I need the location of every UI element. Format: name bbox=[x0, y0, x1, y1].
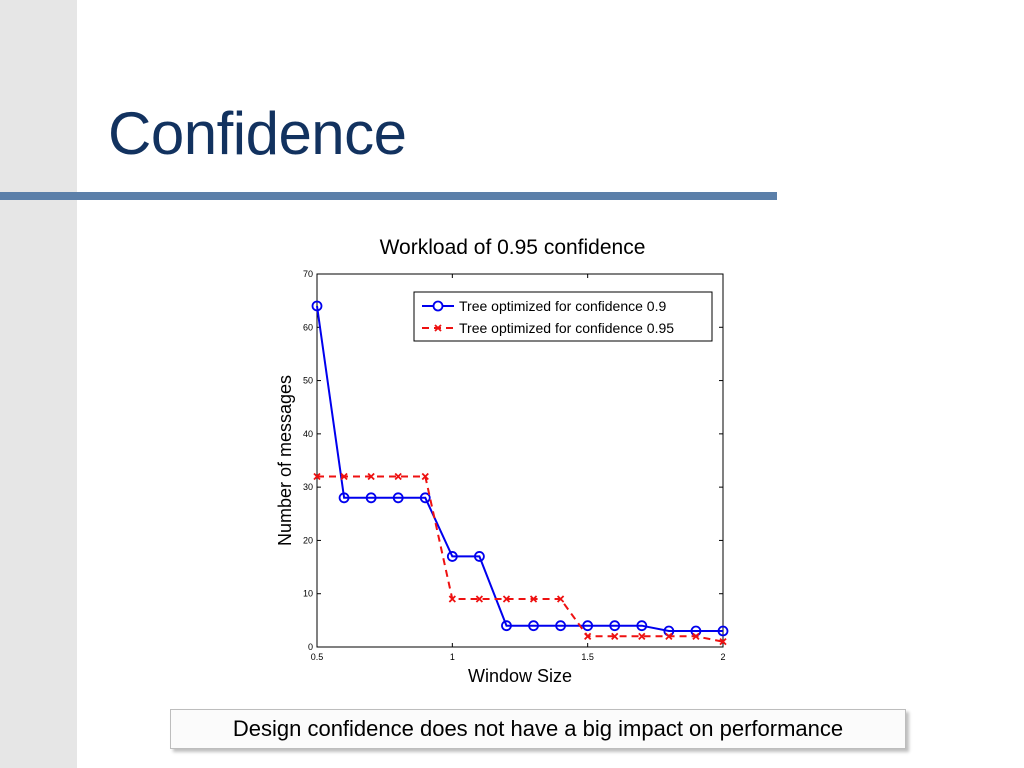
data-point-x bbox=[394, 472, 402, 481]
data-point-circle bbox=[528, 620, 539, 632]
data-point-circle bbox=[473, 551, 485, 562]
y-axis-label: Number of messages bbox=[275, 375, 295, 546]
y-tick-label: 50 bbox=[303, 376, 313, 386]
data-point-circle bbox=[501, 620, 512, 632]
data-point-x bbox=[665, 632, 673, 640]
data-point-x bbox=[313, 472, 321, 481]
data-point-circle bbox=[419, 492, 431, 504]
data-point-x bbox=[448, 595, 456, 603]
data-point-circle bbox=[555, 620, 566, 632]
data-point-x bbox=[340, 472, 348, 481]
data-point-circle bbox=[446, 551, 458, 562]
series-line-1 bbox=[316, 305, 723, 632]
data-point-x bbox=[584, 632, 592, 640]
chart-title: Workload of 0.95 confidence bbox=[379, 236, 646, 259]
data-point-circle bbox=[311, 300, 323, 312]
y-tick-label: 20 bbox=[303, 535, 313, 545]
data-point-circle bbox=[609, 620, 621, 632]
data-point-x bbox=[611, 632, 619, 640]
x-tick-label: 1 bbox=[450, 652, 455, 662]
legend-label-2: Tree optimized for confidence 0.95 bbox=[459, 320, 674, 336]
x-tick-label: 2 bbox=[720, 652, 725, 662]
legend-marker-circle bbox=[432, 300, 444, 312]
legend-box bbox=[413, 291, 713, 342]
slide-side-band bbox=[0, 0, 77, 768]
data-point-x bbox=[421, 472, 429, 481]
data-point-circle bbox=[636, 620, 648, 632]
title-underline bbox=[0, 192, 777, 200]
data-point-x bbox=[556, 595, 565, 603]
y-tick-label: 60 bbox=[303, 322, 313, 332]
data-point-circle bbox=[392, 492, 404, 504]
conclusion-callout: Design confidence does not have a big im… bbox=[170, 709, 906, 749]
y-tick-label: 40 bbox=[303, 429, 313, 439]
x-tick-label: 0.5 bbox=[311, 652, 324, 662]
data-point-circle bbox=[338, 492, 350, 504]
data-point-x bbox=[502, 595, 511, 603]
y-tick-label: 30 bbox=[303, 482, 313, 492]
data-point-x bbox=[529, 595, 538, 603]
data-point-x bbox=[638, 632, 646, 640]
data-point-x bbox=[367, 472, 375, 481]
y-tick-label: 0 bbox=[308, 642, 313, 652]
legend-marker-x bbox=[434, 324, 442, 332]
y-tick-label: 70 bbox=[303, 269, 313, 279]
data-point-x bbox=[719, 638, 727, 646]
series-line-2 bbox=[317, 475, 724, 643]
data-point-circle bbox=[582, 620, 594, 632]
data-point-x bbox=[475, 595, 484, 603]
data-point-circle bbox=[717, 625, 729, 637]
x-tick-label: 1.5 bbox=[581, 652, 594, 662]
x-axis-label: Window Size bbox=[468, 666, 572, 686]
data-point-x bbox=[692, 632, 700, 640]
slide-title: Confidence bbox=[108, 100, 407, 167]
data-point-circle bbox=[365, 492, 377, 504]
legend-label-1: Tree optimized for confidence 0.9 bbox=[459, 298, 666, 314]
y-tick-label: 10 bbox=[303, 589, 313, 599]
